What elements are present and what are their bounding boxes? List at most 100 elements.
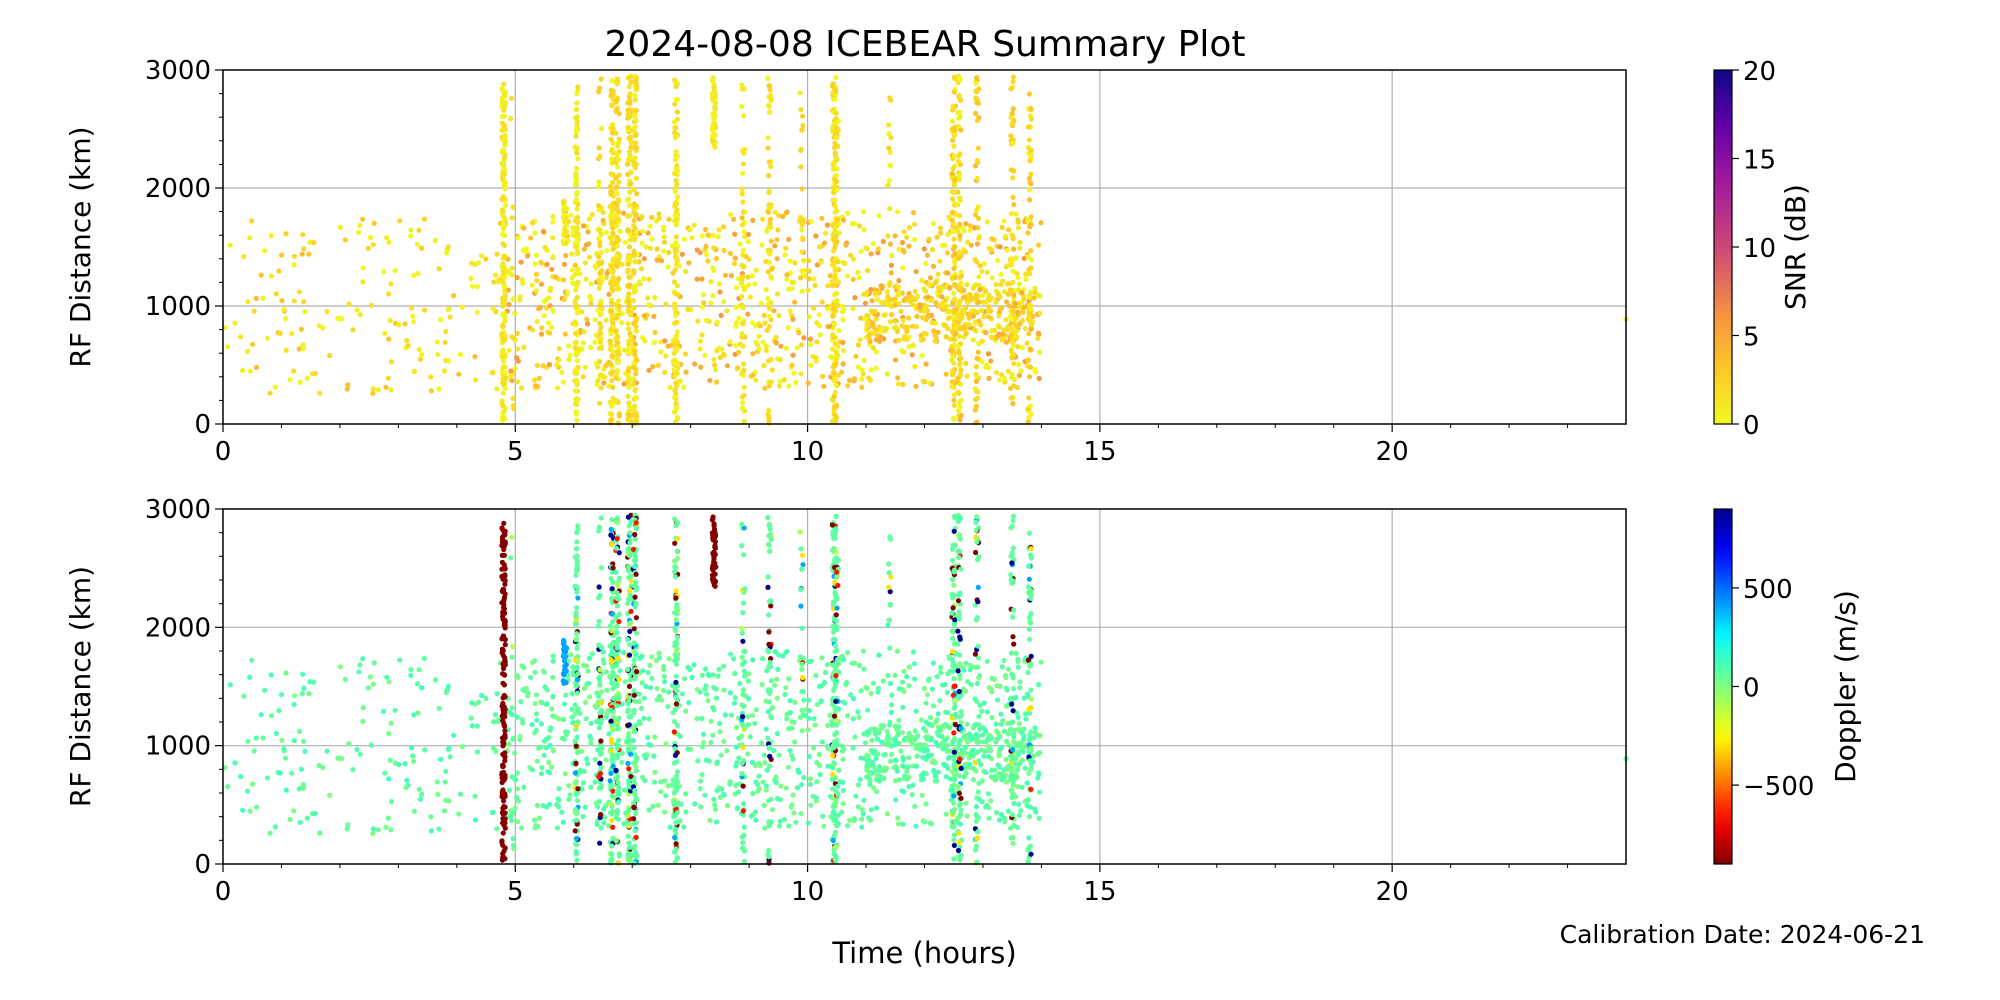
data-point [630, 107, 637, 113]
data-point [951, 244, 957, 250]
data-point [999, 812, 1005, 818]
data-point [436, 826, 442, 832]
data-point [597, 682, 603, 688]
data-point [500, 820, 506, 826]
data-point [894, 648, 900, 654]
data-point [357, 662, 363, 668]
data-point [354, 746, 360, 753]
data-point [419, 685, 425, 691]
data-point [634, 413, 640, 419]
data-point [609, 146, 615, 153]
data-point [718, 312, 724, 319]
data-point [785, 764, 791, 770]
data-point [939, 740, 946, 746]
data-point [651, 779, 658, 785]
data-point [853, 353, 859, 359]
data-point [993, 810, 1000, 816]
data-point [556, 357, 562, 363]
data-point [746, 696, 752, 702]
data-point [626, 255, 633, 261]
data-point [767, 220, 773, 226]
data-point [441, 368, 448, 374]
data-point [609, 300, 615, 306]
data-point [958, 367, 964, 373]
data-point [840, 657, 847, 663]
data-point [428, 814, 434, 820]
data-point [970, 725, 976, 731]
data-point [974, 309, 980, 316]
data-point [1019, 344, 1025, 351]
data-point [671, 279, 678, 285]
data-point [711, 82, 717, 88]
data-point [447, 314, 453, 320]
data-point [868, 807, 874, 813]
data-point [597, 592, 603, 599]
data-point [783, 685, 789, 691]
data-point [797, 90, 803, 96]
data-point [806, 697, 812, 703]
data-point [304, 815, 310, 821]
data-point [1009, 316, 1015, 323]
data-point [935, 711, 941, 717]
data-point [317, 390, 323, 396]
data-point [822, 669, 829, 676]
data-point [647, 223, 653, 229]
data-point [852, 660, 858, 666]
data-point [681, 384, 687, 390]
data-point [832, 92, 838, 98]
data-point [597, 771, 604, 777]
data-point [988, 334, 995, 340]
data-point [550, 674, 556, 681]
data-point [585, 229, 591, 235]
data-point [402, 761, 408, 767]
data-point [289, 770, 295, 776]
data-point [806, 314, 812, 320]
data-point [975, 655, 982, 661]
data-point [901, 688, 907, 695]
data-point [626, 84, 632, 90]
data-point [712, 144, 718, 150]
data-point [774, 256, 780, 262]
data-point [861, 666, 867, 672]
data-point [633, 371, 639, 377]
data-point [550, 658, 556, 664]
data-point [869, 737, 875, 743]
data-point [834, 298, 840, 304]
data-point [900, 821, 906, 827]
data-point [884, 811, 890, 817]
data-point [785, 325, 791, 331]
data-point [302, 748, 308, 755]
data-point [574, 114, 580, 120]
data-point [561, 296, 567, 303]
data-point [951, 143, 957, 149]
data-point [267, 830, 273, 836]
data-point [949, 275, 955, 282]
data-point [1006, 227, 1012, 233]
data-point [764, 228, 770, 234]
data-point [806, 753, 812, 760]
data-point [651, 313, 657, 319]
data-point [260, 735, 266, 741]
data-point [500, 576, 506, 582]
data-point [542, 684, 548, 690]
data-point [850, 256, 857, 262]
data-point [735, 349, 742, 355]
data-point [583, 716, 589, 722]
data-point [500, 661, 506, 667]
data-point [717, 729, 723, 735]
data-point [472, 817, 479, 823]
data-point [268, 273, 275, 279]
data-point [1014, 309, 1021, 315]
data-point [739, 222, 746, 228]
data-point [258, 712, 264, 718]
data-point [892, 302, 898, 308]
data-point [834, 130, 840, 136]
data-point [711, 684, 717, 691]
data-point [415, 270, 421, 277]
data-point [686, 699, 692, 706]
data-point [434, 779, 440, 785]
data-point [367, 674, 374, 680]
data-point [646, 716, 652, 722]
data-point [827, 273, 833, 279]
data-point [411, 368, 417, 374]
